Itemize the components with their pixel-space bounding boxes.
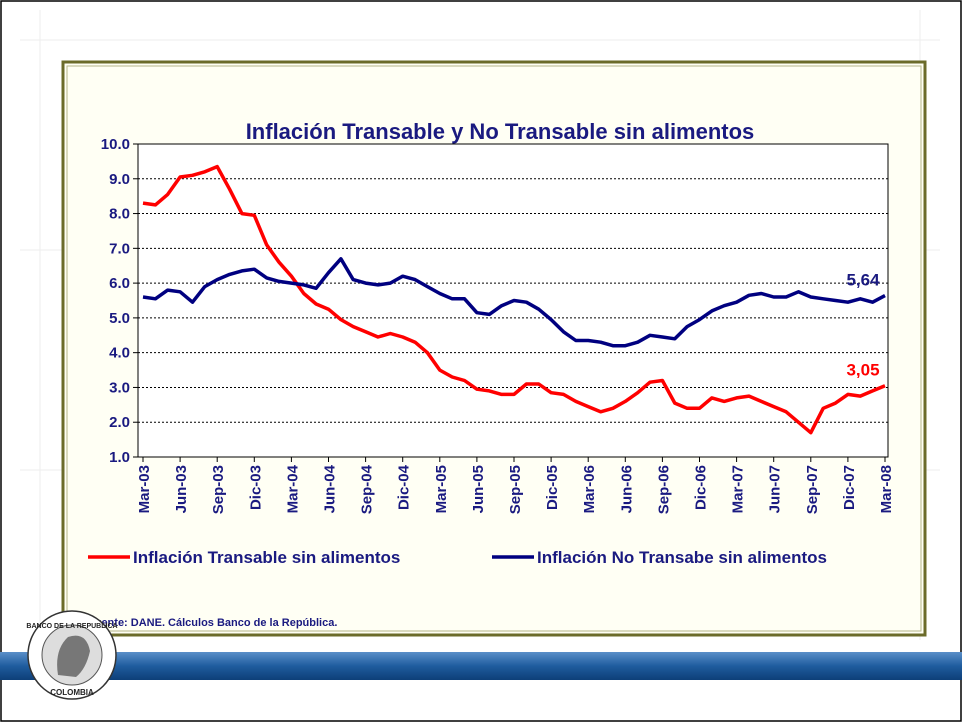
x-tick-label: Sep-07 xyxy=(804,465,821,514)
x-tick-label: Dic-07 xyxy=(841,465,858,510)
series-line xyxy=(142,257,886,348)
y-tick-label: 4.0 xyxy=(109,345,130,362)
data-label: 3,05 xyxy=(846,361,879,380)
x-tick-label: Jun-03 xyxy=(173,465,190,513)
x-tick-label: Mar-06 xyxy=(581,465,598,513)
x-tick-label: Jun-05 xyxy=(470,465,487,513)
x-tick-label: Sep-06 xyxy=(655,465,672,514)
y-tick-label: 3.0 xyxy=(109,379,130,396)
y-tick-label: 5.0 xyxy=(109,310,130,327)
x-tick-label: Dic-06 xyxy=(693,465,710,510)
x-tick-label: Sep-03 xyxy=(210,465,227,514)
x-tick-label: Mar-08 xyxy=(878,465,895,513)
legend-label: Inflación No Transabe sin alimentos xyxy=(537,548,827,567)
data-label: 5,64 xyxy=(846,271,880,290)
x-tick-label: Jun-07 xyxy=(767,465,784,513)
y-tick-label: 9.0 xyxy=(109,171,130,188)
logo-text: BANCO DE LA REPUBLICA xyxy=(26,623,117,630)
y-tick-label: 6.0 xyxy=(109,275,130,292)
chart-frame-inner xyxy=(66,65,922,632)
series-line xyxy=(142,164,886,435)
x-tick-label: Dic-03 xyxy=(247,465,264,510)
x-tick-label: Sep-04 xyxy=(359,464,376,514)
y-tick-label: 1.0 xyxy=(109,449,130,466)
chart-title: Inflación Transable y No Transable sin a… xyxy=(246,119,755,144)
x-tick-label: Mar-04 xyxy=(284,464,301,513)
plot-border xyxy=(137,143,889,458)
x-tick-label: Mar-05 xyxy=(433,465,450,513)
x-tick-label: Dic-05 xyxy=(544,465,561,510)
y-tick-label: 7.0 xyxy=(109,240,130,257)
logo: BANCO DE LA REPUBLICA COLOMBIA xyxy=(26,610,118,700)
footer-band xyxy=(0,652,962,680)
source-note: Fuente: DANE. Cálculos Banco de la Repúb… xyxy=(88,617,337,629)
x-tick-label: Sep-05 xyxy=(507,465,524,514)
x-tick-label: Jun-04 xyxy=(322,464,339,513)
legend-label: Inflación Transable sin alimentos xyxy=(133,548,400,567)
x-tick-label: Mar-03 xyxy=(136,465,153,513)
logo-text: COLOMBIA xyxy=(50,688,94,697)
x-tick-label: Dic-04 xyxy=(396,464,413,510)
x-tick-label: Jun-06 xyxy=(618,465,635,513)
y-tick-label: 2.0 xyxy=(109,414,130,431)
x-tick-label: Mar-07 xyxy=(730,465,747,513)
y-tick-label: 10.0 xyxy=(101,136,130,153)
y-tick-label: 8.0 xyxy=(109,206,130,223)
